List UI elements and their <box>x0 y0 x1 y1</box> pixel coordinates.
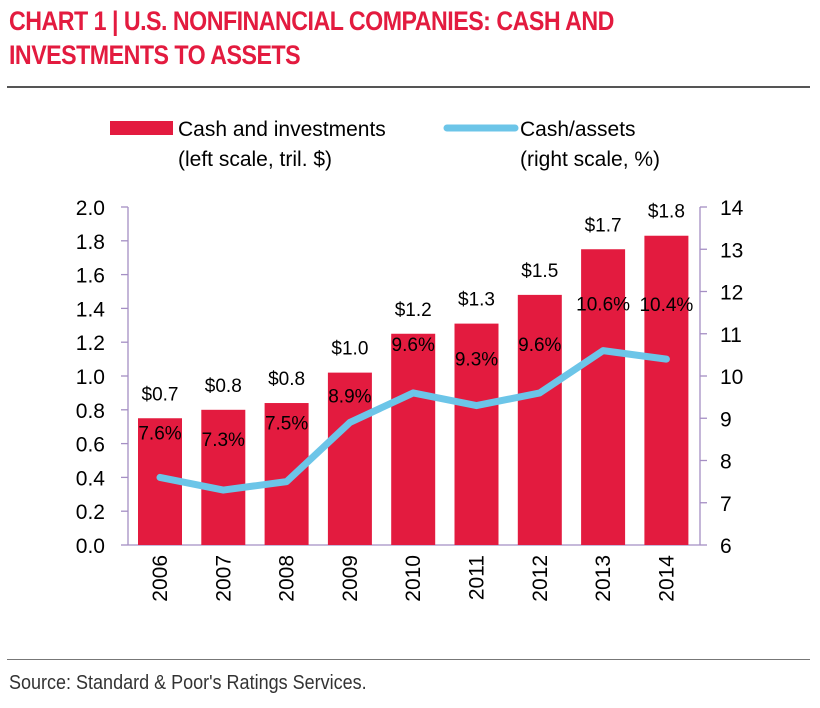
bar-value-label: $1.8 <box>648 202 685 223</box>
bar <box>391 333 436 545</box>
right-tick-label: 7 <box>720 493 732 516</box>
bottom-divider <box>7 659 810 660</box>
chart-title-line2: INVESTMENTS TO ASSETS <box>9 40 301 70</box>
line-value-label: 7.6% <box>138 423 181 444</box>
right-tick-label: 13 <box>720 239 743 262</box>
legend: Cash and investments (left scale, tril. … <box>110 118 660 171</box>
line-value-label: 8.9% <box>328 386 371 407</box>
left-tick-label: 1.4 <box>76 298 106 321</box>
bar-value-label: $1.0 <box>331 339 368 360</box>
bar-value-label: $0.8 <box>205 376 242 397</box>
x-tick-label: 2009 <box>339 555 362 602</box>
chart-title-line1: CHART 1 | U.S. NONFINANCIAL COMPANIES: C… <box>9 6 614 36</box>
right-tick-label: 10 <box>720 366 743 389</box>
legend-swatch-bar <box>110 121 173 135</box>
x-tick-label: 2014 <box>655 555 678 602</box>
x-tick-label: 2008 <box>276 555 299 602</box>
top-divider <box>7 86 810 88</box>
right-tick-label: 8 <box>720 451 732 474</box>
line-value-label: 9.6% <box>392 335 435 356</box>
line-value-label: 9.6% <box>518 335 561 356</box>
bar <box>581 249 626 545</box>
right-tick-label: 9 <box>720 408 732 431</box>
left-tick-label: 0.8 <box>76 400 105 423</box>
axes: 0.0 0.2 0.4 0.6 0.8 1.0 1.2 1.4 1.6 1.8 2.0 6 7 8 9 10 1… <box>76 197 744 558</box>
left-tick-label: 1.2 <box>76 332 105 355</box>
line-value-label: 9.3% <box>455 350 498 371</box>
left-tick-label: 0.6 <box>76 434 105 457</box>
right-tick-label: 6 <box>720 535 732 558</box>
legend-line-line1: Cash/assets <box>520 118 636 141</box>
bar <box>327 372 372 545</box>
line-value-label: 10.4% <box>639 295 693 316</box>
bar <box>517 294 562 545</box>
right-tick-label: 14 <box>720 197 744 220</box>
line-value-label: 7.5% <box>265 414 308 435</box>
x-tick-label: 2012 <box>529 555 552 602</box>
x-tick-label: 2013 <box>592 555 615 602</box>
bar-value-label: $1.3 <box>458 290 495 311</box>
bar-value-label: $0.8 <box>268 369 305 390</box>
right-tick-label: 11 <box>720 324 742 347</box>
left-tick-label: 2.0 <box>76 197 105 220</box>
bar <box>644 235 689 546</box>
left-tick-label: 0.2 <box>76 501 105 524</box>
source-note: Source: Standard & Poor's Ratings Servic… <box>9 672 367 694</box>
bar-value-label: $0.7 <box>142 384 179 405</box>
legend-bar-line2: (left scale, tril. $) <box>178 148 332 171</box>
data-labels: $0.7 $0.8 $0.8 $1.0 $1.2 $1.3 $1.5 $1.7 $1.8 7.6%… <box>138 202 693 451</box>
left-tick-label: 0.4 <box>76 467 106 490</box>
bar-value-label: $1.5 <box>521 261 558 282</box>
x-tick-labels: 2006 2007 2008 2009 2010 2011 2012 2013 2014 <box>149 555 678 602</box>
left-tick-label: 1.8 <box>76 231 105 254</box>
line-series <box>156 347 670 494</box>
legend-line-line2: (right scale, %) <box>520 148 660 171</box>
left-tick-label: 1.6 <box>76 265 105 288</box>
bar-value-label: $1.2 <box>395 300 432 321</box>
chart-title: CHART 1 | U.S. NONFINANCIAL COMPANIES: C… <box>9 4 697 72</box>
bars <box>138 235 689 546</box>
bar <box>264 403 309 545</box>
x-tick-label: 2010 <box>402 555 425 602</box>
line-value-label: 10.6% <box>576 295 630 316</box>
x-tick-label: 2006 <box>149 555 172 602</box>
x-tick-label: 2007 <box>212 555 235 602</box>
line-value-label: 7.3% <box>202 430 245 451</box>
bar <box>454 323 499 545</box>
legend-bar-line1: Cash and investments <box>178 118 386 141</box>
left-tick-label: 0.0 <box>76 535 105 558</box>
bar <box>201 409 246 545</box>
bar-value-label: $1.7 <box>585 215 622 236</box>
x-tick-label: 2011 <box>466 555 489 600</box>
right-tick-label: 12 <box>720 282 743 305</box>
left-tick-label: 1.0 <box>76 366 105 389</box>
